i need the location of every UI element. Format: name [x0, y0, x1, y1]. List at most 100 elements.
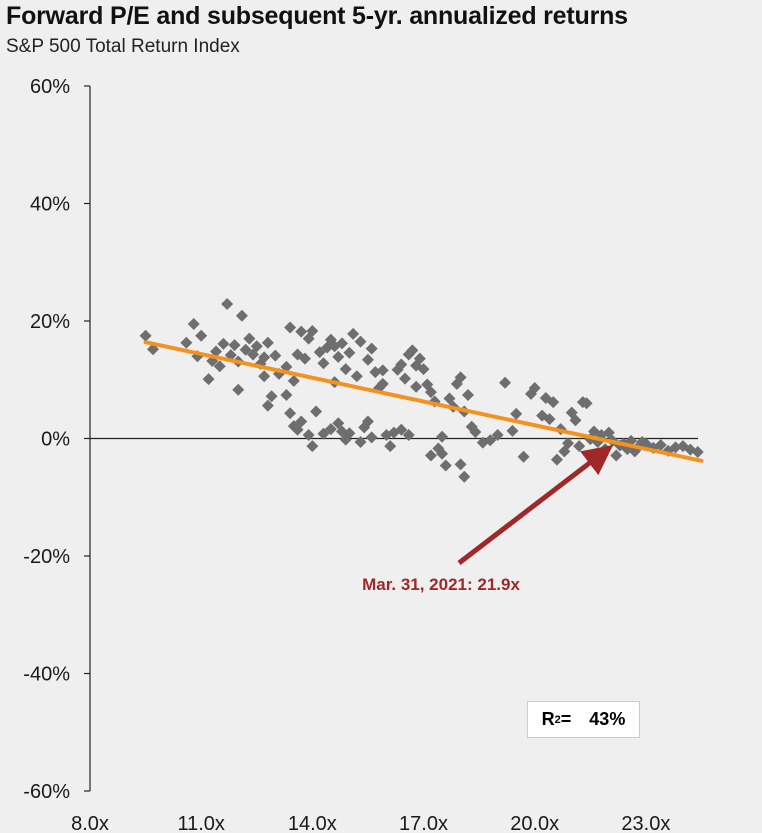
data-point [354, 335, 367, 348]
data-point [517, 450, 530, 463]
data-point [499, 376, 512, 389]
data-point [261, 399, 274, 412]
data-point [306, 324, 319, 337]
y-tick-label: 60% [30, 76, 70, 98]
y-tick-label: 20% [30, 311, 70, 333]
data-point [317, 427, 330, 440]
data-point [376, 364, 389, 377]
trendline-layer [143, 340, 704, 463]
data-point [569, 414, 582, 427]
data-point [413, 352, 426, 365]
data-point [506, 424, 519, 437]
data-point [528, 381, 541, 394]
r-squared-superscript: 2 [554, 713, 561, 726]
data-point [562, 437, 575, 450]
data-point [510, 407, 523, 420]
data-point [361, 353, 374, 366]
data-point [313, 346, 326, 359]
data-point [547, 396, 560, 409]
data-point [347, 327, 360, 340]
data-point [243, 332, 256, 345]
data-point [298, 352, 311, 365]
data-point [350, 370, 363, 383]
y-tick-label: -60% [23, 781, 70, 803]
data-point [454, 458, 467, 471]
data-point [406, 344, 419, 357]
data-point [354, 436, 367, 449]
data-point [310, 405, 323, 418]
data-point [213, 360, 226, 373]
data-point [691, 446, 704, 459]
data-point [417, 363, 430, 376]
data-point [295, 325, 308, 338]
annotation-layer: Mar. 31, 2021: 21.9x [362, 444, 614, 594]
data-point [235, 309, 248, 322]
data-point [580, 397, 593, 410]
data-point [317, 357, 330, 370]
annotation-label: Mar. 31, 2021: 21.9x [362, 575, 520, 594]
data-point [424, 449, 437, 462]
data-point [295, 415, 308, 428]
chart-subtitle: S&P 500 Total Return Index [6, 36, 240, 57]
data-point [187, 317, 200, 330]
data-point [343, 346, 356, 359]
data-point [399, 372, 411, 385]
data-points [139, 297, 704, 483]
data-point [280, 389, 293, 402]
x-tick-label: 20.0x [510, 813, 559, 833]
data-point [654, 438, 667, 451]
data-point [424, 386, 437, 399]
data-point [139, 329, 152, 342]
data-point [436, 430, 449, 443]
y-tick-label: 0% [41, 429, 70, 451]
data-point [258, 370, 271, 383]
data-point [484, 434, 497, 447]
data-point [306, 440, 319, 453]
data-point [250, 340, 263, 353]
data-point [195, 329, 208, 342]
data-point [180, 336, 193, 349]
data-point [339, 363, 352, 376]
data-point [324, 423, 337, 436]
r-squared-value: 43% [589, 709, 626, 729]
data-point [469, 426, 482, 439]
data-point [458, 470, 471, 483]
x-tick-label: 11.0x [177, 813, 224, 833]
data-point [269, 349, 282, 362]
x-tick-label: 14.0x [288, 813, 337, 833]
y-tick-label: -40% [23, 664, 70, 686]
data-point [247, 348, 260, 361]
data-point [258, 351, 271, 364]
data-point [202, 373, 215, 386]
data-point [332, 350, 345, 363]
data-point [302, 428, 315, 441]
axes: 60% 40% 20% 0% -20% -40% -60%8.0x 11.0x 14.0x 17.… [23, 76, 698, 833]
data-point [336, 337, 348, 350]
x-tick-label: 17.0x [399, 813, 448, 833]
data-point [284, 321, 297, 334]
trendline [143, 340, 704, 463]
data-point [217, 337, 230, 350]
annotation-arrow [457, 444, 614, 565]
data-point [239, 343, 252, 356]
data-point [265, 390, 278, 403]
data-point [261, 336, 274, 349]
data-point [365, 342, 378, 355]
data-point [410, 380, 423, 393]
data-point [462, 389, 474, 402]
data-point [395, 358, 408, 371]
data-point [491, 428, 504, 441]
data-point [543, 413, 556, 426]
y-tick-label: -20% [23, 546, 70, 568]
data-point [361, 415, 374, 428]
data-point [395, 423, 408, 436]
data-point [402, 428, 415, 441]
r-squared-label: R [541, 709, 555, 729]
data-point [669, 441, 682, 454]
data-point [365, 431, 378, 444]
data-point [573, 440, 586, 453]
y-tick-label: 40% [30, 194, 70, 216]
data-point [228, 339, 241, 352]
